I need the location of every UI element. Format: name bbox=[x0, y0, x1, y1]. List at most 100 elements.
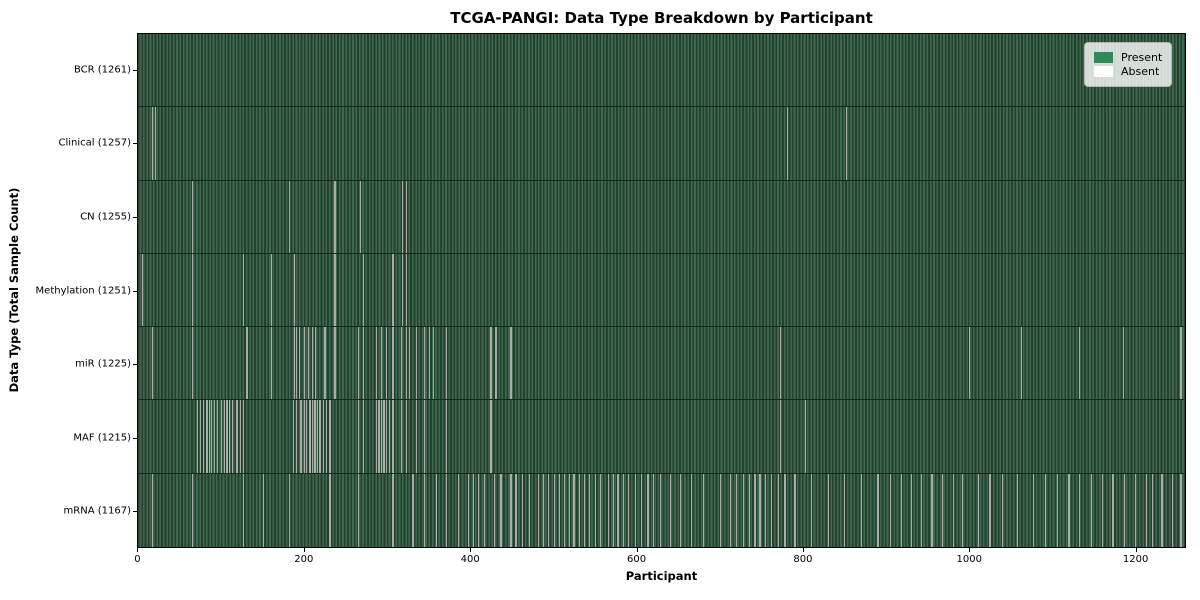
x-tick bbox=[137, 548, 139, 552]
absent-mark bbox=[931, 473, 933, 547]
absent-mark bbox=[306, 400, 308, 473]
absent-mark bbox=[1123, 473, 1126, 547]
absent-mark bbox=[659, 473, 662, 547]
absent-mark bbox=[293, 253, 295, 327]
absent-mark bbox=[405, 327, 407, 400]
absent-mark bbox=[400, 327, 402, 400]
absent-mark bbox=[309, 400, 311, 473]
absent-mark bbox=[360, 180, 362, 253]
absent-mark bbox=[845, 107, 847, 180]
absent-mark bbox=[220, 400, 222, 473]
absent-mark bbox=[362, 327, 364, 400]
absent-mark bbox=[584, 473, 586, 547]
absent-mark bbox=[600, 473, 602, 547]
absent-mark bbox=[1090, 473, 1092, 547]
absent-mark bbox=[375, 327, 378, 400]
heatmap-row-CN bbox=[138, 180, 1185, 254]
absent-mark bbox=[412, 473, 414, 547]
x-tick bbox=[969, 548, 971, 552]
absent-mark bbox=[510, 473, 512, 547]
absent-mark bbox=[780, 327, 782, 400]
absent-mark bbox=[429, 327, 431, 400]
absent-mark bbox=[468, 473, 470, 547]
absent-mark bbox=[424, 400, 426, 473]
absent-mark bbox=[1123, 327, 1125, 400]
absent-mark bbox=[794, 473, 796, 547]
absent-mark bbox=[375, 400, 378, 473]
absent-mark bbox=[500, 473, 502, 547]
absent-mark bbox=[759, 473, 761, 547]
absent-mark bbox=[141, 253, 143, 327]
absent-mark bbox=[424, 327, 426, 400]
absent-mark bbox=[392, 473, 394, 547]
absent-mark bbox=[1152, 473, 1154, 547]
absent-mark bbox=[900, 473, 902, 547]
absent-mark bbox=[977, 473, 980, 547]
absent-mark bbox=[1172, 473, 1174, 547]
absent-mark bbox=[490, 400, 492, 473]
absent-mark bbox=[579, 473, 581, 547]
absent-mark bbox=[568, 473, 570, 547]
absent-mark bbox=[989, 473, 991, 547]
absent-mark bbox=[424, 473, 426, 547]
absent-mark bbox=[385, 327, 388, 400]
absent-mark bbox=[300, 400, 302, 473]
absent-mark bbox=[942, 473, 944, 547]
heatmap-rows bbox=[138, 34, 1185, 547]
absent-mark bbox=[640, 473, 642, 547]
absent-mark bbox=[558, 473, 560, 547]
absent-mark bbox=[473, 473, 475, 547]
heatmap-row-MAF bbox=[138, 400, 1185, 474]
x-tick bbox=[636, 548, 638, 552]
absent-mark bbox=[293, 327, 295, 400]
absent-mark bbox=[392, 253, 394, 327]
absent-mark bbox=[1068, 473, 1070, 547]
absent-mark bbox=[844, 473, 846, 547]
absent-mark bbox=[232, 400, 234, 473]
absent-mark bbox=[208, 400, 211, 473]
absent-mark bbox=[196, 400, 198, 473]
absent-mark bbox=[433, 327, 435, 400]
absent-mark bbox=[563, 473, 565, 547]
absent-mark bbox=[415, 400, 417, 473]
absent-mark bbox=[1180, 327, 1182, 400]
absent-mark bbox=[628, 473, 630, 547]
absent-mark bbox=[1021, 327, 1023, 400]
y-tick bbox=[133, 69, 137, 71]
absent-mark bbox=[771, 473, 773, 547]
absent-mark bbox=[573, 473, 575, 547]
absent-mark bbox=[334, 327, 336, 400]
absent-mark bbox=[742, 473, 745, 547]
x-tick bbox=[303, 548, 305, 552]
absent-mark bbox=[288, 473, 290, 547]
absent-mark bbox=[298, 327, 300, 400]
absent-mark bbox=[634, 473, 637, 547]
absent-mark bbox=[962, 473, 964, 547]
absent-mark bbox=[1134, 473, 1136, 547]
y-tick bbox=[133, 143, 137, 145]
absent-mark bbox=[653, 473, 655, 547]
absent-mark bbox=[1079, 473, 1081, 547]
absent-mark bbox=[405, 180, 407, 253]
absent-swatch-icon bbox=[1094, 66, 1113, 77]
absent-mark bbox=[877, 473, 879, 547]
y-tick bbox=[133, 290, 137, 292]
absent-mark bbox=[191, 253, 193, 327]
present-swatch-icon bbox=[1094, 52, 1113, 63]
absent-mark bbox=[515, 473, 517, 547]
y-tick-label: Clinical (1257) bbox=[58, 137, 132, 149]
x-tick bbox=[470, 548, 472, 552]
absent-mark bbox=[445, 327, 447, 400]
absent-mark bbox=[729, 473, 731, 547]
x-tick bbox=[1135, 548, 1137, 552]
absent-mark bbox=[329, 400, 331, 473]
y-tick-label: BCR (1261) bbox=[73, 64, 131, 76]
absent-mark bbox=[522, 473, 524, 547]
absent-mark bbox=[288, 180, 290, 253]
absent-mark bbox=[334, 180, 336, 253]
plot-area: Present Absent bbox=[137, 33, 1186, 548]
absent-mark bbox=[703, 473, 705, 547]
absent-mark bbox=[612, 473, 614, 547]
y-tick bbox=[133, 216, 137, 218]
